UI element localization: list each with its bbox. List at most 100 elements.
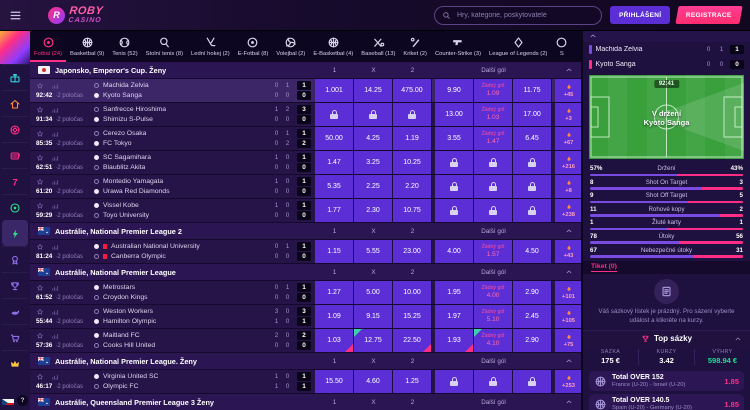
- match-row[interactable]: 61:20·2 poločas Montedio Yamagata Urawa Re…: [30, 175, 581, 199]
- stats-icon[interactable]: [51, 308, 59, 316]
- whale-icon[interactable]: [2, 298, 28, 324]
- favorite-star-icon[interactable]: [36, 202, 44, 210]
- tab-counter-strike-3[interactable]: Counter-Strike (3): [431, 30, 485, 62]
- favorite-star-icon[interactable]: [36, 178, 44, 186]
- medal-icon[interactable]: [2, 246, 28, 272]
- favorite-star-icon[interactable]: [36, 284, 44, 292]
- next-goal-away-odds[interactable]: 2.45: [513, 305, 552, 328]
- next-goal-home-odds[interactable]: 1.93: [435, 329, 474, 352]
- match-row[interactable]: 81:24·2 poločas Australian National Unive…: [30, 240, 581, 264]
- next-goal-home-odds[interactable]: 1.97: [435, 305, 474, 328]
- menu-icon[interactable]: [9, 9, 22, 22]
- odds-1[interactable]: 1.47: [315, 151, 354, 174]
- tab-e-basketbal-4[interactable]: E-Basketbal (4): [309, 30, 357, 62]
- match-row[interactable]: 59:29·2 poločas Vissel Kobe Toyo Universit…: [30, 199, 581, 223]
- match-row[interactable]: 46:17·2 poločas Virginia United SC Olympic…: [30, 370, 581, 394]
- lucky-seven-icon[interactable]: 7: [2, 168, 28, 194]
- trophy-icon[interactable]: [2, 272, 28, 298]
- odds-x[interactable]: 4.25: [354, 127, 393, 150]
- league-title[interactable]: Japonsko, Emperor's Cup. Ženy: [30, 66, 315, 75]
- stats-icon[interactable]: [51, 243, 59, 251]
- tab-s[interactable]: S: [551, 30, 572, 62]
- more-markets-button[interactable]: +8: [555, 175, 581, 198]
- more-markets-button[interactable]: +216: [555, 151, 581, 174]
- more-markets-button[interactable]: +101: [555, 281, 581, 304]
- more-markets-button[interactable]: +105: [555, 305, 581, 328]
- no-goal-odds[interactable]: Žádný gól 4.00: [474, 281, 513, 304]
- tab-baseball-13[interactable]: Baseball (13): [357, 30, 399, 62]
- favorite-star-icon[interactable]: [36, 332, 44, 340]
- favorite-star-icon[interactable]: [36, 243, 44, 251]
- league-title[interactable]: Austrálie, National Premier League: [30, 268, 315, 277]
- tab-tenis-52[interactable]: Tenis (52): [108, 30, 141, 62]
- odds-2[interactable]: 10.75: [393, 199, 432, 222]
- match-row[interactable]: 62:51·2 poločas SC Sagamihara Blaublitz Ak…: [30, 151, 581, 175]
- odds-x[interactable]: 12.75: [354, 329, 393, 352]
- more-markets-button[interactable]: +67: [555, 127, 581, 150]
- tab-fotbal-24[interactable]: Fotbal (24): [30, 30, 66, 62]
- odds-1[interactable]: 1.27: [315, 281, 354, 304]
- match-row[interactable]: 61:52·2 poločas Metrostars Croydon Kings 0 0…: [30, 281, 581, 305]
- odds-1[interactable]: 1.77: [315, 199, 354, 222]
- odds-2[interactable]: 1.25: [393, 370, 432, 393]
- tab-e-fotbal-8[interactable]: E-Fotbal (8): [234, 30, 273, 62]
- no-goal-odds[interactable]: Žádný gól 4.10: [474, 329, 513, 352]
- odds-1[interactable]: 1.15: [315, 240, 354, 263]
- next-goal-home-odds[interactable]: 9.90: [435, 79, 474, 102]
- favorite-star-icon[interactable]: [36, 130, 44, 138]
- tab-stoln-tenis-8[interactable]: Stolní tenis (8): [142, 30, 187, 62]
- login-button[interactable]: PŘIHLÁŠENÍ: [610, 6, 671, 24]
- odds-1[interactable]: 15.50: [315, 370, 354, 393]
- help-icon[interactable]: ?: [17, 395, 28, 406]
- next-goal-away-odds[interactable]: 2.90: [513, 329, 552, 352]
- more-markets-button[interactable]: +238: [555, 199, 581, 222]
- odds-1[interactable]: 1.03: [315, 329, 354, 352]
- slot-machine-icon[interactable]: [2, 142, 28, 168]
- odds-1[interactable]: 1.001: [315, 79, 354, 102]
- match-row[interactable]: 92:42·2 poločas Machida Zelvia Kyoto Sanga…: [30, 79, 581, 103]
- odds-2[interactable]: 1.19: [393, 127, 432, 150]
- odds-1[interactable]: 50.00: [315, 127, 354, 150]
- top-bet-card[interactable]: Total OVER 152 France (U-20) - Israel (U-…: [589, 371, 744, 392]
- roby-casino-logo[interactable]: R ROBY CASINO: [48, 5, 104, 24]
- stats-icon[interactable]: [51, 154, 59, 162]
- tab-ticket[interactable]: Tiket (0): [591, 263, 617, 273]
- next-goal-away-odds[interactable]: 4.50: [513, 240, 552, 263]
- no-goal-odds[interactable]: Žádný gól 1.03: [474, 103, 513, 126]
- soccer-ball-icon[interactable]: [2, 194, 28, 220]
- odds-x[interactable]: 2.30: [354, 199, 393, 222]
- tab-kriket-2[interactable]: Kriket (2): [399, 30, 431, 62]
- odds-1[interactable]: 5.35: [315, 175, 354, 198]
- match-row[interactable]: 57:36·2 poločas Maitland FC Cooks Hill Uni…: [30, 329, 581, 353]
- panel-collapse[interactable]: [583, 30, 750, 42]
- collapse-league-button[interactable]: [555, 66, 581, 74]
- odds-1[interactable]: 1.09: [315, 305, 354, 328]
- league-title[interactable]: Austrálie, Queensland Premier League 3 Ž…: [30, 398, 315, 407]
- odds-2[interactable]: 15.25: [393, 305, 432, 328]
- odds-x[interactable]: 14.25: [354, 79, 393, 102]
- favorite-star-icon[interactable]: [36, 154, 44, 162]
- bet-odds[interactable]: 1.85: [724, 376, 739, 386]
- more-markets-button[interactable]: +253: [555, 370, 581, 393]
- top-bet-card[interactable]: Total OVER 140.5 Spain (U-20) - Germany (…: [589, 394, 744, 410]
- odds-2[interactable]: 2.20: [393, 175, 432, 198]
- sportsbook-icon[interactable]: [2, 220, 28, 246]
- no-goal-odds[interactable]: Žádný gól 1.57: [474, 240, 513, 263]
- tab-league-of-legends-2[interactable]: League of Legends (2): [485, 30, 551, 62]
- next-goal-home-odds[interactable]: 13.00: [435, 103, 474, 126]
- league-title[interactable]: Austrálie, National Premier League 2: [30, 227, 315, 236]
- casino-chip-icon[interactable]: [2, 116, 28, 142]
- odds-x[interactable]: 3.25: [354, 151, 393, 174]
- odds-2[interactable]: 475.00: [393, 79, 432, 102]
- no-goal-odds[interactable]: Žádný gól 5.10: [474, 305, 513, 328]
- favorite-star-icon[interactable]: [36, 106, 44, 114]
- search-box[interactable]: [434, 5, 602, 25]
- odds-2[interactable]: 10.25: [393, 151, 432, 174]
- next-goal-away-odds[interactable]: 2.90: [513, 281, 552, 304]
- odds-x[interactable]: 5.00: [354, 281, 393, 304]
- no-goal-odds[interactable]: Žádný gól 1.09: [474, 79, 513, 102]
- collapse-league-button[interactable]: [555, 357, 581, 365]
- cart-icon[interactable]: [2, 324, 28, 350]
- stats-icon[interactable]: [51, 130, 59, 138]
- register-button[interactable]: REGISTRACE: [675, 6, 743, 24]
